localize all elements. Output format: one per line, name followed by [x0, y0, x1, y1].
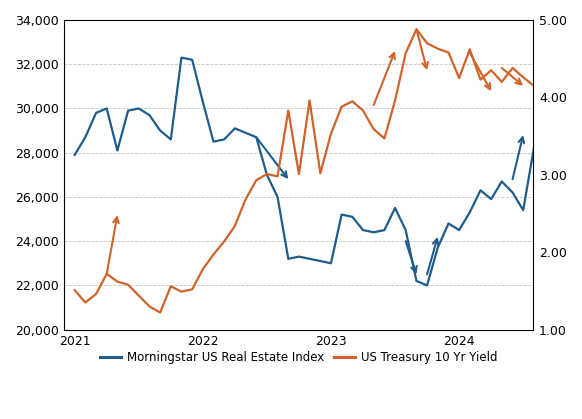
- Legend: Morningstar US Real Estate Index, US Treasury 10 Yr Yield: Morningstar US Real Estate Index, US Tre…: [95, 346, 502, 369]
